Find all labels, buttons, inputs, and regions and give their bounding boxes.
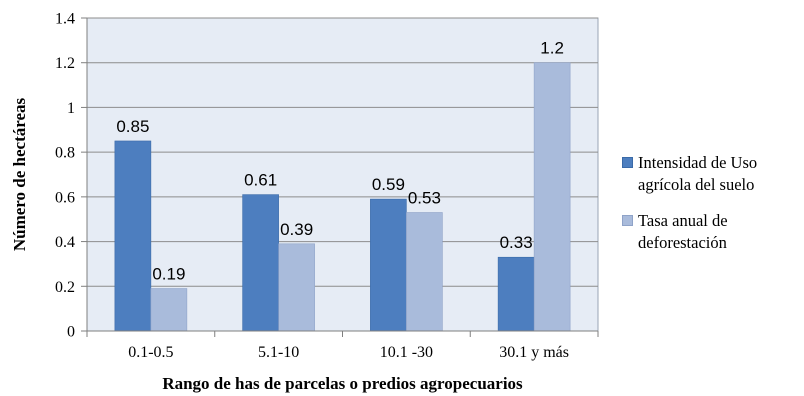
bar xyxy=(534,63,570,331)
data-label: 1.2 xyxy=(540,39,564,58)
x-axis-title: Rango de has de parcelas o predios agrop… xyxy=(162,374,523,393)
data-label: 0.85 xyxy=(116,117,149,136)
data-label: 0.19 xyxy=(152,265,185,284)
bar xyxy=(498,257,534,331)
y-tick-label: 0 xyxy=(67,324,75,341)
data-label: 0.33 xyxy=(500,233,533,252)
legend-label-series-2: Tasa anual de deforestación xyxy=(638,210,804,254)
data-label: 0.39 xyxy=(280,220,313,239)
bar xyxy=(151,289,187,331)
x-tick-label: 0.1-0.5 xyxy=(128,344,173,361)
x-tick-label: 30.1 y más xyxy=(499,344,569,361)
y-tick-label: 1 xyxy=(67,100,75,117)
bar xyxy=(115,141,151,331)
y-tick-label: 1.4 xyxy=(55,11,75,28)
data-label: 0.61 xyxy=(244,171,277,190)
bar xyxy=(406,213,442,331)
x-tick-label: 5.1-10 xyxy=(258,344,299,361)
y-tick-label: 0.4 xyxy=(55,234,75,251)
legend: Intensidad de Uso agrícola del suelo Tas… xyxy=(622,152,804,268)
legend-item-series-1: Intensidad de Uso agrícola del suelo xyxy=(622,152,804,196)
bar xyxy=(243,195,279,331)
data-label: 0.53 xyxy=(408,189,441,208)
y-axis-title: Número de hectáreas xyxy=(10,97,29,251)
data-label: 0.59 xyxy=(372,175,405,194)
y-tick-label: 0.6 xyxy=(55,189,75,206)
bar xyxy=(279,244,315,331)
y-tick-label: 1.2 xyxy=(55,55,75,72)
y-tick-label: 0.2 xyxy=(55,279,75,296)
bar xyxy=(370,199,406,331)
legend-label-series-1: Intensidad de Uso agrícola del suelo xyxy=(638,152,804,196)
y-tick-label: 0.8 xyxy=(55,145,75,162)
legend-item-series-2: Tasa anual de deforestación xyxy=(622,210,804,254)
legend-swatch-series-2 xyxy=(622,215,633,226)
x-tick-label: 10.1 -30 xyxy=(380,344,433,361)
x-axis-ticks: 0.1-0.5 5.1-10 10.1 -30 30.1 y más xyxy=(87,331,598,361)
legend-swatch-series-1 xyxy=(622,157,633,168)
